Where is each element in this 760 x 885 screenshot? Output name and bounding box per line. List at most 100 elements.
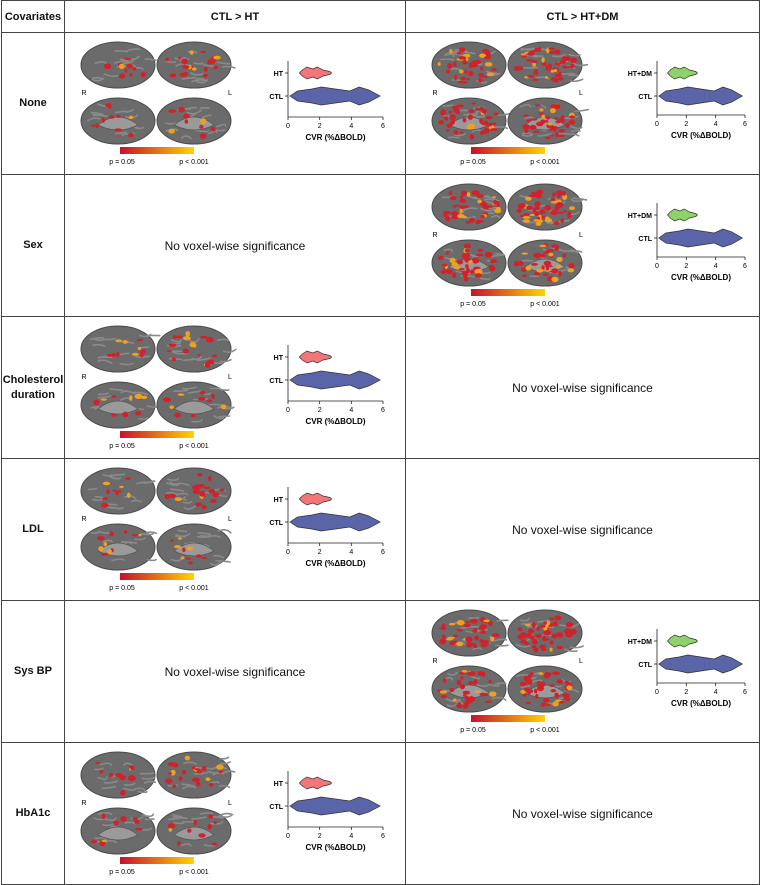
activation — [211, 843, 217, 846]
activation — [536, 627, 540, 631]
covariate: LDL — [2, 459, 65, 601]
activation — [462, 81, 467, 84]
activation — [517, 204, 524, 209]
activation — [456, 680, 460, 686]
activation — [207, 476, 211, 481]
activation — [486, 72, 494, 76]
activation — [448, 191, 452, 195]
x-axis-label: CVR (%ΔBOLD) — [671, 131, 731, 140]
activation — [545, 216, 549, 220]
activation — [175, 336, 183, 339]
activation — [534, 689, 537, 694]
activation — [199, 125, 203, 129]
activation — [471, 258, 478, 264]
activation — [191, 414, 195, 418]
activation — [196, 770, 202, 773]
no-significance: No voxel-wise significance — [406, 317, 760, 459]
activation — [106, 354, 112, 357]
activation — [462, 694, 466, 696]
activation — [174, 497, 181, 501]
gyrus — [110, 508, 122, 509]
x-axis-label: CVR (%ΔBOLD) — [305, 843, 365, 852]
x-tick-label: 2 — [317, 833, 321, 840]
activation — [551, 126, 557, 128]
activation — [452, 634, 457, 637]
x-tick-label: 2 — [317, 123, 321, 130]
activation — [115, 115, 120, 118]
colorbar — [471, 289, 545, 296]
activation — [135, 828, 143, 831]
activation — [539, 108, 543, 111]
activation — [489, 265, 493, 268]
activation — [543, 621, 546, 624]
activation — [480, 630, 486, 634]
activation — [551, 671, 559, 675]
activation — [557, 212, 563, 214]
activation — [138, 534, 141, 536]
activation — [493, 200, 496, 205]
activation — [554, 117, 557, 120]
activation — [539, 681, 545, 687]
activation — [111, 395, 116, 397]
activation — [465, 637, 472, 643]
activation — [522, 124, 529, 129]
activation — [465, 221, 470, 224]
activation — [539, 245, 546, 247]
activation — [445, 251, 448, 254]
activation — [529, 118, 537, 120]
activation — [213, 56, 221, 60]
activation — [129, 73, 132, 76]
activation — [488, 680, 491, 683]
x-tick-label: 6 — [743, 263, 747, 270]
activation — [452, 273, 456, 278]
activation — [483, 76, 488, 78]
brain — [157, 326, 231, 372]
activation — [558, 129, 564, 133]
gyrus — [208, 404, 222, 405]
activation — [466, 192, 470, 197]
gyrus — [147, 560, 156, 561]
activation — [451, 262, 458, 266]
activation — [531, 622, 535, 628]
violin — [667, 67, 697, 79]
activation — [447, 63, 452, 69]
activation — [558, 271, 562, 277]
activation — [462, 705, 468, 709]
activation — [548, 249, 554, 252]
activation — [461, 216, 467, 218]
activation — [213, 821, 216, 824]
activation — [478, 625, 486, 630]
activation — [203, 487, 210, 489]
activation — [106, 489, 109, 494]
activation — [197, 473, 202, 477]
activation — [493, 113, 498, 116]
activation — [526, 205, 533, 210]
activation — [564, 681, 568, 684]
activation — [478, 73, 484, 77]
x-tick-label: 4 — [349, 833, 353, 840]
activation — [122, 340, 127, 344]
activation — [468, 260, 473, 263]
colorbar-label: p < 0.001 — [179, 869, 208, 876]
activation — [556, 265, 561, 268]
gyrus — [480, 278, 489, 279]
activation — [479, 67, 483, 71]
no-significance: No voxel-wise significance — [406, 743, 760, 885]
x-tick-label: 0 — [286, 123, 290, 130]
activation — [456, 620, 464, 625]
hemisphere-label: L — [228, 374, 232, 381]
activation — [527, 75, 534, 78]
activation — [518, 261, 523, 266]
gyrus — [140, 773, 153, 774]
gyrus — [442, 105, 452, 106]
gyrus — [182, 821, 194, 822]
x-tick-label: 4 — [349, 549, 353, 556]
activation — [490, 128, 498, 131]
activation — [541, 638, 549, 641]
activation — [193, 820, 196, 825]
activation — [167, 350, 172, 352]
activation — [174, 545, 181, 548]
activation — [557, 119, 565, 122]
activation — [465, 621, 470, 623]
